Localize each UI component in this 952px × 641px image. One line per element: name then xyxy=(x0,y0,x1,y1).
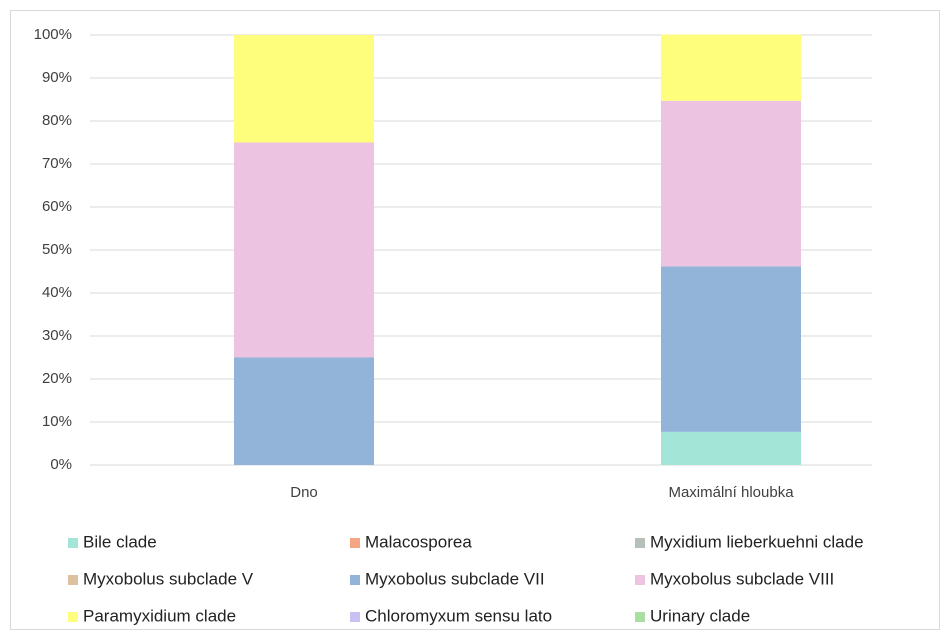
legend-swatch xyxy=(635,612,645,622)
legend-swatch xyxy=(350,575,360,585)
legend-label: Malacosporea xyxy=(365,532,472,551)
bar-segment xyxy=(234,357,374,465)
legend-label: Bile clade xyxy=(83,532,157,551)
x-tick-label: Maximální hloubka xyxy=(668,484,794,501)
legend-label: Myxidium lieberkuehni clade xyxy=(650,532,864,551)
y-tick-label: 40% xyxy=(42,284,72,301)
legend: Bile clade Malacosporea Myxidium lieberkue… xyxy=(68,532,864,625)
legend-label: Chloromyxum sensu lato xyxy=(365,606,552,625)
y-tick-label: 30% xyxy=(42,327,72,344)
y-tick-label: 100% xyxy=(34,26,72,43)
y-tick-label: 60% xyxy=(42,198,72,215)
bar-segment xyxy=(234,142,374,358)
legend-swatch xyxy=(350,538,360,548)
legend-label: Urinary clade xyxy=(650,606,750,625)
y-tick-label: 70% xyxy=(42,155,72,172)
legend-label: Paramyxidium clade xyxy=(83,606,236,625)
y-tick-label: 80% xyxy=(42,112,72,129)
legend-swatch xyxy=(68,538,78,548)
bar-segment xyxy=(661,100,801,267)
x-tick-label: Dno xyxy=(290,484,318,501)
bar-segment xyxy=(234,35,374,143)
bar-segment xyxy=(661,266,801,432)
legend-label: Myxobolus subclade V xyxy=(83,569,254,588)
bar-segment xyxy=(661,34,801,101)
y-tick-label: 0% xyxy=(50,456,72,473)
legend-swatch xyxy=(350,612,360,622)
bar-segment xyxy=(661,431,801,465)
legend-label: Myxobolus subclade VII xyxy=(365,569,545,588)
y-tick-label: 20% xyxy=(42,370,72,387)
y-tick-label: 90% xyxy=(42,69,72,86)
y-tick-label: 50% xyxy=(42,241,72,258)
legend-swatch xyxy=(68,575,78,585)
legend-label: Myxobolus subclade VIII xyxy=(650,569,834,588)
legend-swatch xyxy=(635,538,645,548)
legend-swatch xyxy=(635,575,645,585)
legend-swatch xyxy=(68,612,78,622)
y-tick-label: 10% xyxy=(42,413,72,430)
